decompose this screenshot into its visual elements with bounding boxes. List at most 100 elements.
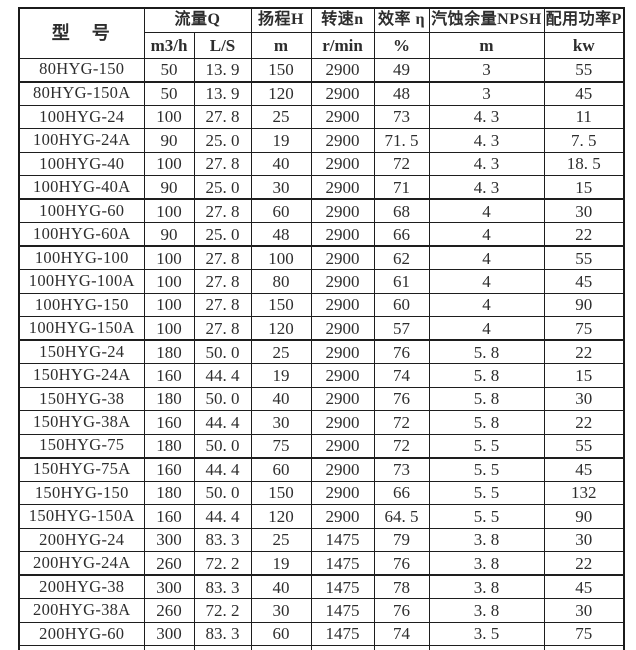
cell-head: 40 — [250, 574, 312, 599]
cell-power: 45 — [543, 80, 625, 106]
table-row: 200HYG-24 300 83. 3 25 1475 79 3. 8 30 — [18, 527, 625, 552]
cell-speed: 2900 — [310, 339, 375, 364]
cell-speed: 2900 — [310, 269, 375, 294]
cell-speed: 2900 — [310, 292, 375, 317]
cell-model: 150HYG-75 — [18, 433, 145, 458]
header-unit-m3h: m3/h — [143, 31, 195, 59]
cell-speed: 2900 — [310, 104, 375, 129]
cell-power: 55 — [543, 433, 625, 458]
table-row: 100HYG-40A 90 25. 0 30 2900 71 4. 3 15 — [18, 175, 625, 200]
cell-model: 150HYG-24A — [18, 363, 145, 388]
table-row: 150HYG-24 180 50. 0 25 2900 76 5. 8 22 — [18, 339, 625, 364]
header-flow: 流量Q — [143, 7, 252, 33]
cell-model: 200HYG-24 — [18, 527, 145, 552]
cell-npsh: 5. 8 — [428, 363, 545, 388]
cell-empty — [428, 645, 545, 650]
table-row: 80HYG-150 50 13. 9 150 2900 49 3 55 — [18, 57, 625, 82]
cell-eff: 71 — [373, 175, 430, 200]
cell-speed: 2900 — [310, 410, 375, 435]
cell-model: 100HYG-150 — [18, 292, 145, 317]
cell-speed: 2900 — [310, 504, 375, 529]
cell-m3h: 100 — [143, 104, 195, 129]
cell-speed: 2900 — [310, 175, 375, 200]
cell-m3h: 260 — [143, 598, 195, 623]
table-row: 150HYG-75 180 50. 0 75 2900 72 5. 5 55 — [18, 433, 625, 458]
cell-m3h: 180 — [143, 386, 195, 411]
cell-head: 40 — [250, 386, 312, 411]
cell-model: 100HYG-100 — [18, 245, 145, 270]
cell-speed: 2900 — [310, 245, 375, 270]
cell-model: 100HYG-60 — [18, 198, 145, 223]
cell-speed: 1475 — [310, 527, 375, 552]
cell-model: 200HYG-38 — [18, 574, 145, 599]
cell-eff: 61 — [373, 269, 430, 294]
cell-ls: 27. 8 — [193, 245, 252, 270]
cell-speed: 1475 — [310, 574, 375, 599]
cell-power: 15 — [543, 175, 625, 200]
table-header: 型 号 流量Q 扬程H 转速n 效率 η 汽蚀余量NPSH 配用功率P m3/h… — [18, 7, 625, 59]
cell-empty — [543, 645, 625, 650]
header-unit-kw: kw — [543, 31, 625, 59]
cell-empty — [143, 645, 195, 650]
cell-npsh: 3 — [428, 57, 545, 82]
cell-empty — [250, 645, 312, 650]
cell-head: 75 — [250, 433, 312, 458]
cell-head: 120 — [250, 316, 312, 341]
cell-ls: 25. 0 — [193, 128, 252, 153]
cell-power: 30 — [543, 598, 625, 623]
cell-head: 19 — [250, 363, 312, 388]
cell-model: 150HYG-24 — [18, 339, 145, 364]
cell-eff: 79 — [373, 527, 430, 552]
cell-m3h: 100 — [143, 292, 195, 317]
cell-m3h: 50 — [143, 80, 195, 106]
cell-model: 150HYG-38A — [18, 410, 145, 435]
cell-head: 25 — [250, 527, 312, 552]
cell-speed: 2900 — [310, 57, 375, 82]
cell-ls: 44. 4 — [193, 504, 252, 529]
cell-npsh: 4 — [428, 316, 545, 341]
cell-ls: 72. 2 — [193, 598, 252, 623]
table-row: 150HYG-75A 160 44. 4 60 2900 73 5. 5 45 — [18, 456, 625, 482]
header-unit-percent: % — [373, 31, 430, 59]
cell-eff: 73 — [373, 104, 430, 129]
cell-eff: 68 — [373, 198, 430, 223]
cell-eff: 60 — [373, 292, 430, 317]
cell-eff: 66 — [373, 480, 430, 505]
cell-empty — [193, 645, 252, 650]
cell-ls: 25. 0 — [193, 222, 252, 247]
cell-npsh: 3. 8 — [428, 574, 545, 599]
cell-ls: 27. 8 — [193, 151, 252, 176]
cell-power: 15 — [543, 363, 625, 388]
header-row-2: m3/h L/S m r/min % m kw — [19, 31, 625, 59]
cell-power: 45 — [543, 574, 625, 599]
cell-power: 45 — [543, 269, 625, 294]
header-efficiency: 效率 η — [373, 7, 430, 33]
table-row: 100HYG-24A 90 25. 0 19 2900 71. 5 4. 3 7. 5 — [18, 128, 625, 153]
table-row: 100HYG-100A 100 27. 8 80 2900 61 4 45 — [18, 269, 625, 294]
cell-ls: 44. 4 — [193, 363, 252, 388]
table-row: 200HYG-38 300 83. 3 40 1475 78 3. 8 45 — [18, 574, 625, 599]
cell-head: 19 — [250, 551, 312, 576]
cell-eff: 78 — [373, 574, 430, 599]
cell-model: 100HYG-40A — [18, 175, 145, 200]
table-row: 150HYG-24A 160 44. 4 19 2900 74 5. 8 15 — [18, 363, 625, 388]
cell-power: 55 — [543, 57, 625, 82]
cell-m3h: 100 — [143, 151, 195, 176]
cell-npsh: 4. 3 — [428, 104, 545, 129]
cell-npsh: 5. 5 — [428, 480, 545, 505]
cell-m3h: 90 — [143, 175, 195, 200]
table-body: 80HYG-150 50 13. 9 150 2900 49 3 55 80HYG-150A 50… — [18, 57, 625, 650]
cell-ls: 50. 0 — [193, 386, 252, 411]
cell-power: 30 — [543, 198, 625, 223]
cell-eff: 74 — [373, 621, 430, 646]
cell-power: 75 — [543, 316, 625, 341]
cell-ls: 13. 9 — [193, 80, 252, 106]
cell-model: 80HYG-150 — [18, 57, 145, 82]
cell-ls: 27. 8 — [193, 292, 252, 317]
cell-head: 120 — [250, 80, 312, 106]
cell-empty — [18, 645, 145, 650]
table-row: 200HYG-38A 260 72. 2 30 1475 76 3. 8 30 — [18, 598, 625, 623]
cell-speed: 2900 — [310, 456, 375, 482]
cell-npsh: 3. 8 — [428, 527, 545, 552]
cell-power: 22 — [543, 410, 625, 435]
